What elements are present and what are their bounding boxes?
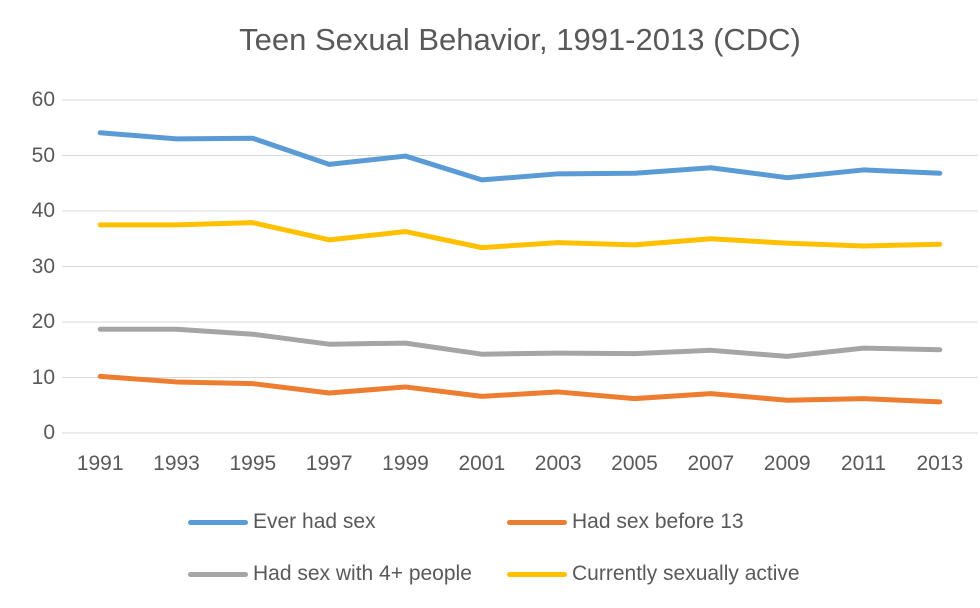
x-tick-label-2001: 2001: [458, 452, 506, 475]
legend-item-had-sex-with-4-people: Had sex with 4+ people: [188, 561, 472, 587]
x-tick-label-2009: 2009: [763, 452, 811, 475]
chart-title: Teen Sexual Behavior, 1991-2013 (CDC): [239, 22, 801, 57]
y-tick-label-60: 60: [31, 88, 55, 111]
y-tick-label-30: 30: [31, 254, 55, 278]
legend-label: Ever had sex: [253, 510, 376, 533]
legend-label: Had sex with 4+ people: [253, 562, 472, 585]
legend-line-marker: [507, 571, 567, 577]
x-tick-label-2005: 2005: [611, 452, 658, 475]
y-tick-label-20: 20: [31, 310, 55, 333]
x-tick-label-1999: 1999: [382, 452, 429, 475]
x-tick-label-1991: 1991: [76, 452, 124, 475]
series-line-had-sex-with-4-people: [97, 326, 943, 359]
x-tick-label-1993: 1993: [153, 452, 200, 475]
series-line-had-sex-before-13: [97, 373, 943, 405]
y-tick-label-50: 50: [31, 143, 55, 167]
x-tick-label-1997: 1997: [305, 452, 353, 475]
legend-line-marker: [507, 519, 567, 525]
y-tick-label-10: 10: [31, 365, 55, 389]
gridlines: [62, 99, 978, 434]
series-line-ever-had-sex: [97, 130, 943, 183]
y-tick-label-0: 0: [43, 421, 55, 444]
legend-item-currently-sexually-active: Currently sexually active: [507, 561, 800, 587]
legend-label: Currently sexually active: [572, 562, 800, 585]
y-tick-label-40: 40: [31, 199, 55, 222]
series-lines: [97, 130, 943, 405]
legend-item-ever-had-sex: Ever had sex: [188, 509, 376, 535]
legend-item-had-sex-before-13: Had sex before 13: [507, 509, 744, 535]
legend-label: Had sex before 13: [572, 510, 744, 533]
x-tick-label-2003: 2003: [534, 452, 582, 475]
x-tick-label-2011: 2011: [840, 452, 887, 475]
x-tick-label-2007: 2007: [687, 452, 735, 475]
x-tick-label-2013: 2013: [916, 452, 964, 475]
legend-line-marker: [188, 571, 248, 577]
series-line-currently-sexually-active: [97, 220, 943, 251]
legend-line-marker: [188, 519, 248, 525]
x-tick-label-1995: 1995: [229, 452, 277, 475]
